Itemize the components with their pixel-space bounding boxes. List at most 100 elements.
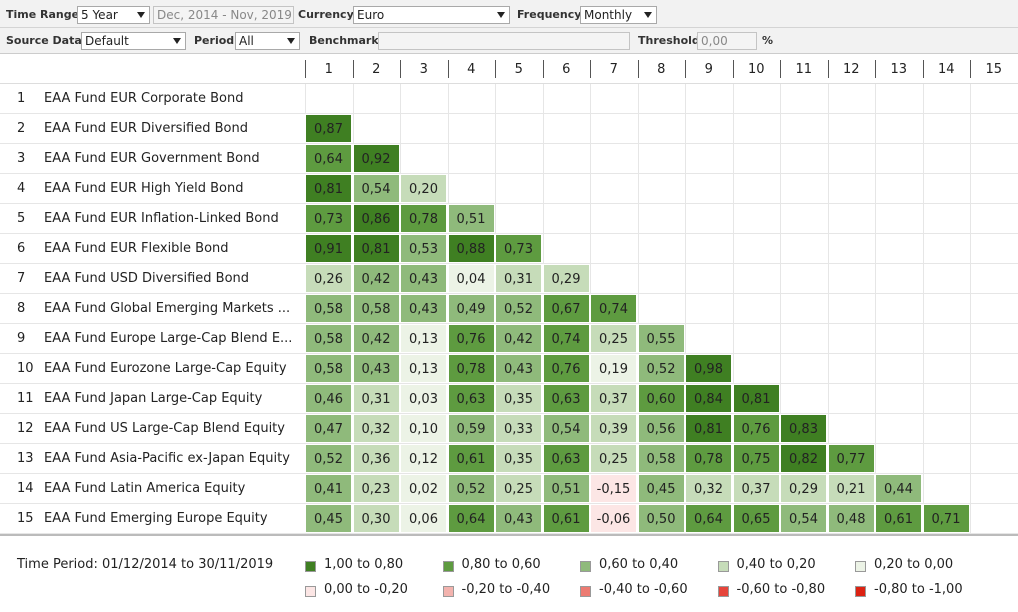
unit: % xyxy=(762,34,774,47)
correlation-cell: 0,13 xyxy=(400,324,447,353)
column-separator xyxy=(922,60,924,78)
table-bottom-border xyxy=(0,534,1018,536)
correlation-cell: 0,30 xyxy=(352,504,400,533)
select[interactable]: 5 Year xyxy=(77,6,150,24)
grid-vertical xyxy=(875,84,876,534)
row-index: 6 xyxy=(17,241,26,256)
row-index: 11 xyxy=(17,391,34,406)
select[interactable]: All xyxy=(235,32,300,50)
row-index: 12 xyxy=(17,421,34,436)
correlation-cell: 0,31 xyxy=(352,384,400,413)
correlation-cell: 0,87 xyxy=(305,114,352,143)
correlation-cell: 0,04 xyxy=(447,264,495,293)
correlation-cell: 0,54 xyxy=(542,414,590,443)
row-label: EAA Fund Asia-Pacific ex-Japan Equity xyxy=(44,451,290,466)
correlation-cell: 0,25 xyxy=(590,444,637,473)
select[interactable]: Monthly xyxy=(580,6,657,24)
correlation-cell: 0,49 xyxy=(447,294,495,323)
column-separator xyxy=(732,60,734,78)
row-separator xyxy=(0,233,1018,234)
column-separator xyxy=(305,60,306,78)
correlation-cell: 0,91 xyxy=(305,234,352,263)
row-label: EAA Fund Japan Large-Cap Equity xyxy=(44,391,263,406)
row-index: 5 xyxy=(17,211,26,226)
correlation-cell: 0,50 xyxy=(637,504,685,533)
column-separator xyxy=(780,60,781,78)
column-header: 6 xyxy=(562,62,571,77)
row-index: 2 xyxy=(17,121,26,136)
correlation-cell: 0,29 xyxy=(542,264,590,293)
column-separator xyxy=(590,60,591,78)
correlation-cell: 0,83 xyxy=(780,414,827,443)
column-separator xyxy=(400,60,401,78)
correlation-cell: 0,81 xyxy=(685,414,732,443)
correlation-cell: 0,86 xyxy=(352,204,400,233)
column-header: 13 xyxy=(890,62,908,77)
row-label: EAA Fund Emerging Europe Equity xyxy=(44,511,268,526)
grid-vertical xyxy=(732,84,734,534)
correlation-cell: 0,71 xyxy=(922,504,970,533)
correlation-cell: 0,58 xyxy=(637,444,685,473)
legend-swatch xyxy=(442,586,454,597)
correlation-cell: 0,53 xyxy=(400,234,447,263)
correlation-cell: 0,78 xyxy=(685,444,732,473)
label: Benchmark xyxy=(309,34,379,47)
grid-vertical xyxy=(637,84,639,534)
correlation-cell: 0,26 xyxy=(305,264,352,293)
correlation-cell: -0,15 xyxy=(590,474,637,503)
correlation-cell: 0,51 xyxy=(542,474,590,503)
legend-swatch xyxy=(855,561,866,572)
column-separator xyxy=(542,60,544,78)
header-bottom-border xyxy=(0,83,1018,84)
correlation-cell: 0,52 xyxy=(637,354,685,383)
select[interactable]: Default xyxy=(81,32,186,50)
column-separator xyxy=(352,60,354,78)
correlation-cell: 0,54 xyxy=(780,504,827,533)
correlation-cell: 0,74 xyxy=(542,324,590,353)
correlation-cell: 0,63 xyxy=(447,384,495,413)
row-separator xyxy=(0,533,1018,534)
benchmark-input[interactable] xyxy=(378,32,630,50)
row-separator xyxy=(0,413,1018,414)
correlation-cell: 0,67 xyxy=(542,294,590,323)
correlation-cell: 0,25 xyxy=(590,324,637,353)
column-separator xyxy=(447,60,449,78)
correlation-cell: 0,36 xyxy=(352,444,400,473)
correlation-cell: -0,06 xyxy=(590,504,637,533)
row-index: 3 xyxy=(17,151,26,166)
column-separator xyxy=(685,60,686,78)
column-header: 14 xyxy=(937,62,955,77)
correlation-cell: 0,61 xyxy=(447,444,495,473)
legend-label: 0,80 to 0,60 xyxy=(461,557,541,572)
legend-swatch xyxy=(580,561,591,572)
correlation-cell: 0,63 xyxy=(542,384,590,413)
legend-swatch xyxy=(717,561,729,572)
correlation-cell: 0,33 xyxy=(495,414,542,443)
row-separator xyxy=(0,443,1018,444)
correlation-cell: 0,43 xyxy=(495,504,542,533)
correlation-cell: 0,88 xyxy=(447,234,495,263)
row-label: EAA Fund EUR High Yield Bond xyxy=(44,181,244,196)
correlation-cell: 0,77 xyxy=(827,444,875,473)
column-header: 10 xyxy=(747,62,765,77)
row-index: 4 xyxy=(17,181,26,196)
correlation-cell: 0,06 xyxy=(400,504,447,533)
select[interactable]: Euro xyxy=(353,6,510,24)
row-separator xyxy=(0,263,1018,264)
row-separator xyxy=(0,203,1018,204)
correlation-cell: 0,39 xyxy=(590,414,637,443)
label: Threshold xyxy=(638,34,700,47)
row-index: 7 xyxy=(17,271,26,286)
threshold-input[interactable]: 0,00 xyxy=(697,32,757,50)
column-separator xyxy=(970,60,971,78)
correlation-cell: 0,56 xyxy=(637,414,685,443)
date-input[interactable]: Dec, 2014 - Nov, 2019 xyxy=(153,6,294,24)
row-label: EAA Fund EUR Diversified Bond xyxy=(44,121,248,136)
column-header: 7 xyxy=(609,62,618,77)
correlation-cell: 0,51 xyxy=(447,204,495,233)
row-label: EAA Fund Europe Large-Cap Blend E... xyxy=(44,331,293,346)
correlation-cell: 0,23 xyxy=(352,474,400,503)
table-top-border xyxy=(0,53,1018,54)
correlation-cell: 0,52 xyxy=(447,474,495,503)
correlation-cell: 0,12 xyxy=(400,444,447,473)
